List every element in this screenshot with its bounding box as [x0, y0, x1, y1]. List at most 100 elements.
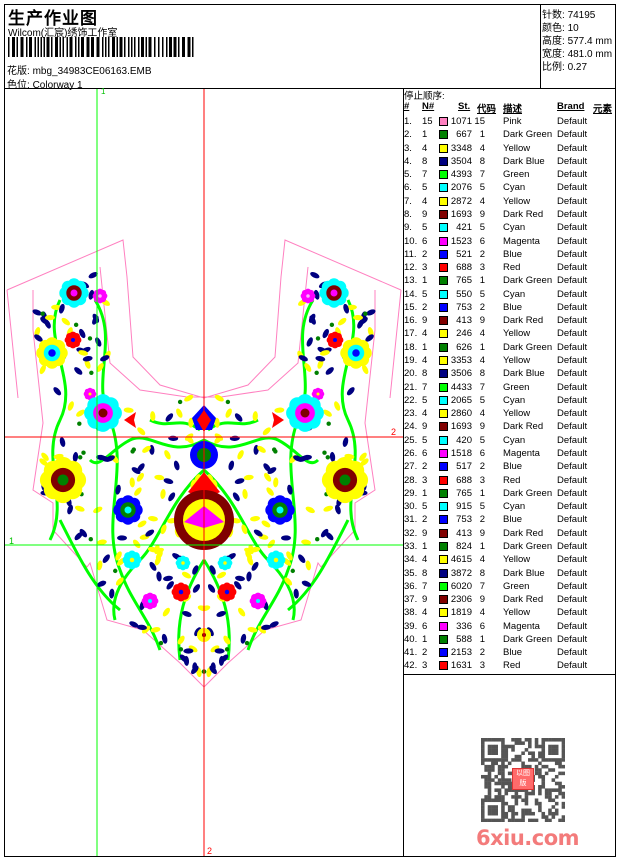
color-code: 1 [479, 487, 485, 499]
leaf [210, 645, 220, 653]
needle-number: 4 [422, 328, 428, 340]
barcode-bar [59, 37, 61, 57]
leaf [238, 607, 246, 617]
barcode-bar [108, 37, 110, 57]
table-row: 9. 5 421 5 Cyan Default [404, 221, 616, 234]
leaf [192, 565, 199, 575]
needle-number: 2 [422, 461, 428, 473]
bud [363, 311, 368, 316]
barcode-bar [116, 37, 118, 57]
bud [224, 647, 230, 652]
flower-center [339, 474, 351, 486]
leaf [164, 450, 171, 460]
leaf [163, 575, 173, 582]
brand: Default [557, 461, 588, 473]
seq-number: 31. [404, 514, 418, 526]
leaf [306, 337, 313, 347]
leaf [229, 435, 240, 441]
bud [272, 447, 277, 452]
color-description: Magenta [503, 448, 540, 459]
color-swatch [439, 595, 448, 605]
leaf [82, 355, 93, 362]
leaf [310, 272, 320, 279]
seal-stamp: 以图版 [512, 768, 534, 790]
color-code: 5 [479, 434, 485, 446]
color-swatch [439, 183, 448, 193]
flower-petal [89, 388, 96, 395]
flower-petal [180, 584, 189, 593]
needle-number: 1 [422, 275, 428, 287]
flower-center [316, 392, 320, 396]
leaf [136, 624, 147, 630]
table-row: 7. 4 2872 4 Yellow Default [404, 195, 616, 208]
color-code: 6 [479, 620, 485, 632]
leaf [115, 577, 124, 586]
flower-center [300, 408, 310, 418]
vine [287, 519, 350, 612]
leaf [343, 303, 350, 314]
brand: Default [557, 315, 588, 327]
leaf [337, 317, 347, 326]
leaf [240, 633, 247, 644]
flower-petal [334, 333, 342, 341]
barcode-bar [20, 37, 24, 57]
leaf [117, 535, 128, 541]
leaf [78, 350, 89, 356]
leaf [235, 575, 245, 582]
barcode-bar [91, 37, 94, 57]
seq-number: 32. [404, 527, 418, 539]
color-description: Red [503, 474, 521, 486]
leaf [67, 504, 73, 515]
stitch-count: 420 [456, 434, 472, 446]
color-code: 8 [479, 567, 485, 579]
color-description: Yellow [503, 142, 531, 154]
leaf [160, 524, 167, 535]
color-description: Green [503, 580, 530, 592]
color-description: Red [503, 262, 521, 274]
leaf [214, 394, 224, 402]
seq-number: 36. [404, 580, 418, 592]
table-row: 6. 5 2076 5 Cyan Default [404, 181, 616, 194]
panel-divider [403, 88, 404, 857]
color-code: 9 [479, 208, 485, 220]
leaf [96, 580, 107, 587]
barcode-bar [166, 37, 168, 57]
color-swatch [439, 541, 448, 551]
color-swatch [439, 263, 448, 273]
color-code: 1 [479, 275, 485, 287]
table-row: 11. 2 521 2 Blue Default [404, 248, 616, 261]
brand: Default [557, 288, 588, 300]
leaf [237, 450, 244, 460]
table-row: 25. 5 420 5 Cyan Default [404, 434, 616, 447]
leaf [248, 544, 254, 555]
needle-number: 7 [422, 580, 428, 592]
table-row: 30. 5 915 5 Cyan Default [404, 500, 616, 513]
leaf [305, 560, 311, 571]
brand: Default [557, 368, 588, 380]
color-description: Magenta [503, 620, 540, 632]
barcode-bar [62, 37, 64, 57]
stitch-count: 336 [456, 620, 472, 632]
leaf [76, 409, 85, 417]
leaf [234, 581, 242, 590]
guide-label-h1: 1 [9, 536, 15, 546]
flower-petal [307, 289, 315, 297]
stitch-count: 246 [456, 328, 472, 340]
color-swatch [439, 209, 448, 219]
leaf [218, 655, 225, 666]
leaf [145, 529, 155, 537]
table-row: 21. 7 4433 7 Green Default [404, 381, 616, 394]
color-swatch [439, 608, 448, 618]
seq-number: 1. [404, 116, 412, 127]
color-swatch [439, 435, 448, 445]
leaf [102, 554, 110, 563]
table-row: 23. 4 2860 4 Yellow Default [404, 407, 616, 420]
leaf [177, 635, 185, 645]
brand: Default [557, 660, 588, 672]
seq-number: 25. [404, 434, 418, 446]
color-code: 4 [479, 142, 485, 154]
barcode-bar [55, 37, 58, 57]
seq-number: 15. [404, 301, 418, 313]
leaf [319, 350, 330, 356]
flower-petal [224, 556, 232, 564]
